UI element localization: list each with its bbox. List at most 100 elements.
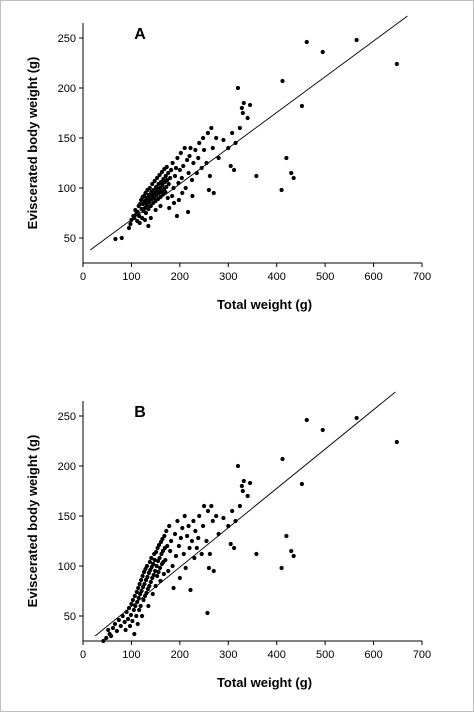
data-point — [304, 417, 309, 423]
data-point — [228, 541, 233, 547]
panel-label: A — [134, 26, 146, 43]
data-point — [120, 613, 125, 619]
data-point — [280, 78, 285, 84]
data-point — [128, 612, 134, 618]
data-point — [133, 603, 138, 609]
x-tick-label: 0 — [80, 271, 86, 283]
data-point — [153, 583, 158, 589]
x-tick-label: 400 — [268, 271, 286, 283]
data-point — [163, 557, 168, 563]
x-tick-label: 700 — [413, 649, 431, 661]
data-point — [110, 625, 116, 631]
data-point — [394, 61, 399, 67]
data-point — [150, 181, 155, 187]
data-point — [165, 195, 170, 201]
data-point — [171, 200, 177, 206]
data-point — [176, 180, 181, 186]
data-point — [154, 573, 160, 579]
data-point — [134, 589, 139, 595]
data-point — [132, 215, 137, 221]
data-point — [187, 153, 192, 159]
data-point — [170, 193, 175, 199]
data-point — [214, 135, 219, 141]
data-point — [284, 533, 289, 539]
data-point — [147, 185, 152, 191]
data-point — [160, 182, 165, 188]
data-point — [237, 503, 243, 509]
x-tick-label: 100 — [122, 649, 140, 661]
data-point — [116, 617, 121, 623]
data-point — [141, 597, 146, 603]
data-point — [182, 513, 187, 519]
data-point — [154, 563, 159, 569]
data-point — [180, 525, 185, 531]
data-point — [284, 155, 289, 161]
data-point — [245, 115, 250, 121]
data-point — [186, 170, 191, 176]
data-point — [167, 205, 172, 211]
x-tick-label: 500 — [316, 271, 334, 283]
data-point — [163, 189, 168, 195]
data-point — [147, 559, 152, 565]
data-point — [144, 563, 150, 569]
data-point — [153, 207, 158, 213]
data-point — [126, 605, 132, 611]
x-tick-label: 600 — [364, 271, 382, 283]
data-point — [204, 160, 209, 166]
data-point — [113, 236, 118, 242]
data-point — [186, 523, 191, 529]
data-point — [142, 217, 148, 223]
data-point — [320, 49, 325, 55]
x-axis-title: Total weight (g) — [217, 675, 312, 690]
data-point — [167, 523, 172, 529]
data-point — [139, 588, 144, 594]
data-point — [180, 190, 185, 196]
data-point — [132, 631, 137, 637]
data-point — [165, 543, 170, 549]
data-point — [160, 536, 165, 542]
y-tick-label: 50 — [64, 233, 76, 245]
data-point — [106, 627, 111, 633]
data-point — [280, 456, 285, 462]
data-point — [142, 581, 147, 587]
data-point — [191, 160, 196, 166]
data-point — [199, 165, 204, 171]
data-point — [138, 603, 143, 609]
data-point — [164, 528, 169, 534]
data-point — [354, 37, 359, 43]
data-point — [291, 175, 296, 181]
x-tick-label: 0 — [80, 649, 86, 661]
data-point — [221, 137, 226, 143]
data-point — [139, 613, 145, 619]
data-point — [143, 190, 148, 196]
data-point — [192, 555, 197, 561]
data-point — [254, 551, 259, 557]
data-point — [226, 523, 231, 529]
data-point — [142, 205, 148, 211]
data-point — [118, 623, 123, 629]
data-point — [189, 177, 195, 183]
data-point — [210, 518, 215, 524]
data-point — [128, 221, 133, 227]
data-point — [239, 483, 244, 489]
data-point — [175, 518, 180, 524]
data-point — [205, 130, 211, 136]
data-point — [183, 565, 188, 571]
data-point — [247, 102, 253, 108]
data-point — [166, 181, 171, 187]
data-point — [221, 515, 226, 521]
data-point — [171, 185, 176, 191]
data-point — [178, 150, 183, 156]
y-axis-title: Eviscerated body weight (g) — [25, 57, 40, 230]
data-point — [197, 513, 202, 519]
data-point — [148, 215, 153, 221]
data-point — [132, 593, 137, 599]
y-tick-label: 100 — [58, 183, 76, 195]
data-point — [147, 199, 152, 205]
data-point — [207, 551, 212, 557]
data-point — [230, 130, 235, 136]
data-point — [174, 213, 180, 219]
x-tick-label: 700 — [413, 271, 431, 283]
data-point — [151, 561, 156, 567]
